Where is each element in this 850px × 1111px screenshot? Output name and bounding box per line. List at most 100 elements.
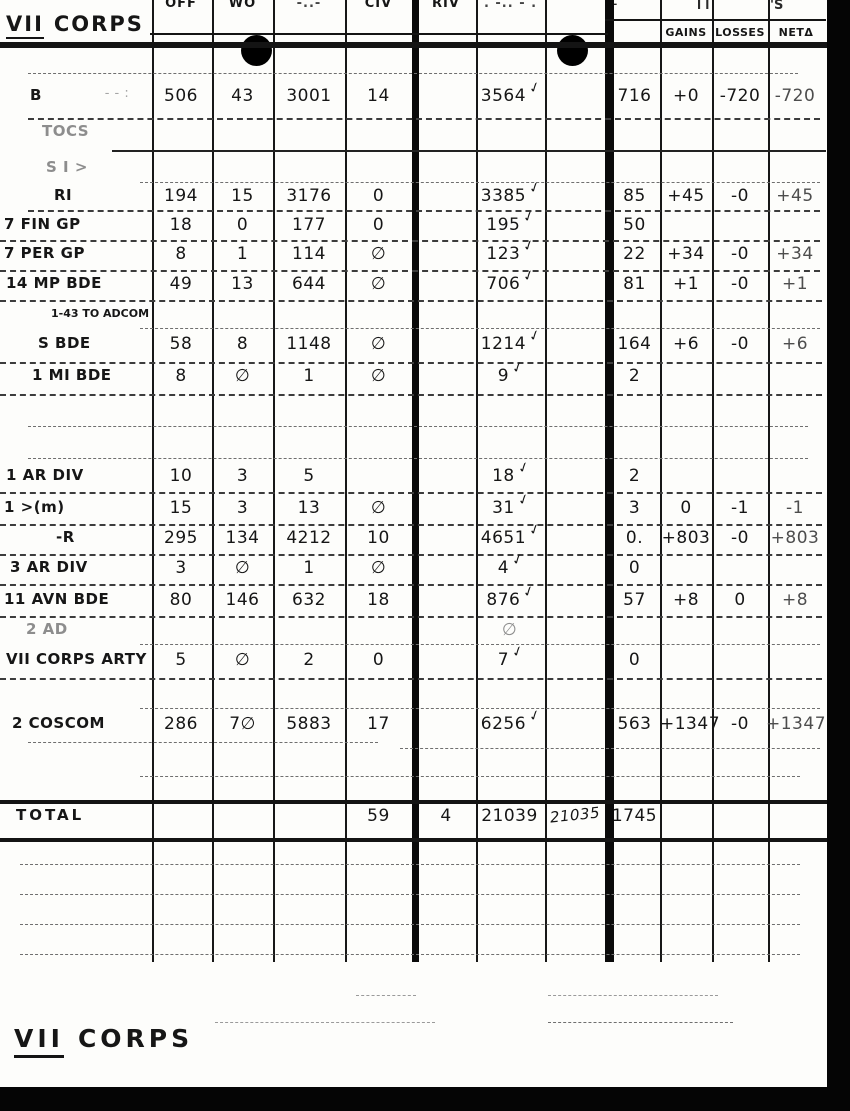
cell-mp-gains: +1 [672,274,700,294]
cell-sbde-auth: 164 [617,334,652,354]
cell-arty-off: 5 [175,650,187,670]
grid-vline [212,0,214,962]
grid-vline [545,0,547,962]
cell-ri-wo: 15 [231,186,254,206]
cell-hhb-civ: 14 [367,86,390,106]
col-header-civ: CIV [364,0,393,11]
grid-hline [548,1022,733,1023]
scan-edge-bottom [0,1087,850,1111]
col-header-riv: RIV [432,0,460,11]
cell-acr-auth: 0. [625,528,644,548]
cell-avn-wo: 146 [225,590,260,610]
cell-ardiv1-wo: 3 [236,466,249,486]
grid-hline [0,300,822,302]
cell-mibde-civ: ∅ [370,366,387,386]
grid-hline [356,995,416,996]
cell-ardiv3-civ: ∅ [370,558,387,578]
grid-hline [150,33,608,35]
cell-acr-wo: 134 [225,528,260,548]
cell-coscom-wo: 7∅ [229,714,256,734]
cell-per-losses: -0 [731,244,749,264]
footer-title-roman: VII [14,1024,64,1058]
cell-total-civ: 59 [367,806,390,826]
row-label-avn: 11 AVN BDE [4,590,110,608]
cell-mp-wo: 13 [231,274,254,294]
header-fragment-pre-gains: l l [697,0,710,12]
cell-per-enl: 114 [292,244,326,264]
hole-punch-dot [557,35,588,66]
cell-fin-enl: 177 [292,215,326,235]
grid-hline [605,19,826,21]
cell-ri-gains: +45 [667,186,705,206]
col-header-wo: WO [228,0,257,11]
scan-edge-right [827,0,850,1092]
grid-hline [28,73,798,74]
row-label-per: 7 PER GP [4,244,85,262]
cell-avn-civ: 18 [367,590,390,610]
grid-hline [0,42,827,48]
cell-ardiv3-enl: 1 [303,558,315,578]
cell-ri-civ: 0 [372,186,385,206]
cell-per-auth: 22 [623,244,646,264]
cell-per-civ: ∅ [370,244,387,264]
cell-coscom-civ: 17 [367,714,390,734]
cell-mp-losses: -0 [731,274,749,294]
cell-coscom-losses: -0 [731,714,749,734]
cell-hhb-off: 506 [164,86,198,106]
cell-sbde-wo: 8 [236,334,249,354]
row-label-fin: 7 FIN GP [4,215,81,233]
grid-hline [140,776,800,777]
cell-idm-gains: 0 [680,498,692,518]
grid-hline [20,954,800,955]
cell-hhb-net: -720 [774,86,816,106]
checkmark: ✓ [526,706,544,726]
row-label-ardiv1: 1 AR DIV [6,466,84,484]
cell-acr-gains: +803 [661,528,711,548]
cell-per-wo: 1 [236,244,249,264]
cell-sbde-off: 58 [169,334,193,354]
cell-mibde-wo: ∅ [234,366,251,386]
cell-arty-enl: 2 [303,650,315,670]
row-label-total: TOTAL [16,806,85,824]
cell-hhb-gains: +0 [672,86,700,106]
cell-idm-enl: 13 [297,498,321,518]
col-header-enl: -..- [296,0,322,11]
cell-acr-net: +803 [770,528,820,548]
checkmark: ✓ [515,458,533,478]
cell-acr-losses: -0 [731,528,749,548]
cell-total-auth: 1745 [611,806,658,826]
row-label-coscom: 2 COSCOM [12,714,105,732]
cell-coscom-enl: 5883 [286,714,332,734]
cell-ardiv1-enl: 5 [303,466,315,486]
cell-total-riv: 4 [440,806,452,826]
checkmark: ✓ [526,326,544,346]
page-title: VII CORPS [6,12,144,39]
grid-vline [412,0,419,962]
cell-mp-auth: 81 [623,274,646,294]
grid-vline [476,0,478,962]
cell-avn-off: 80 [169,590,193,610]
grid-hline [0,240,820,242]
col-header-total: . -.. - . [483,0,538,11]
cell-arty-auth: 0 [628,650,641,670]
cell-ardiv1-auth: 2 [628,466,641,486]
page-title-word: CORPS [53,12,144,36]
cell-arty-civ: 0 [372,650,385,670]
grid-hline [20,894,800,895]
grid-hline [0,492,822,494]
grid-vline [660,0,662,962]
grid-hline [0,584,822,586]
row-label-tocs: TOCS [42,122,90,140]
cell-ri-auth: 85 [623,186,646,206]
grid-hline [20,864,800,865]
cell-ardiv3-off: 3 [175,558,187,578]
grid-hline [20,924,800,925]
row-label-acr: -R [56,528,75,546]
cell-avn-tot: 876✓ [486,582,538,610]
cell-sbde-tot: 1214✓ [480,326,544,354]
cell-coscom-tot: 6256✓ [480,706,544,734]
grid-hline [140,708,820,709]
cell-ardiv1-tot: 18✓ [492,458,533,486]
row-label-sig: S I > [46,158,88,176]
cell-hhb-wo: 43 [231,86,254,106]
